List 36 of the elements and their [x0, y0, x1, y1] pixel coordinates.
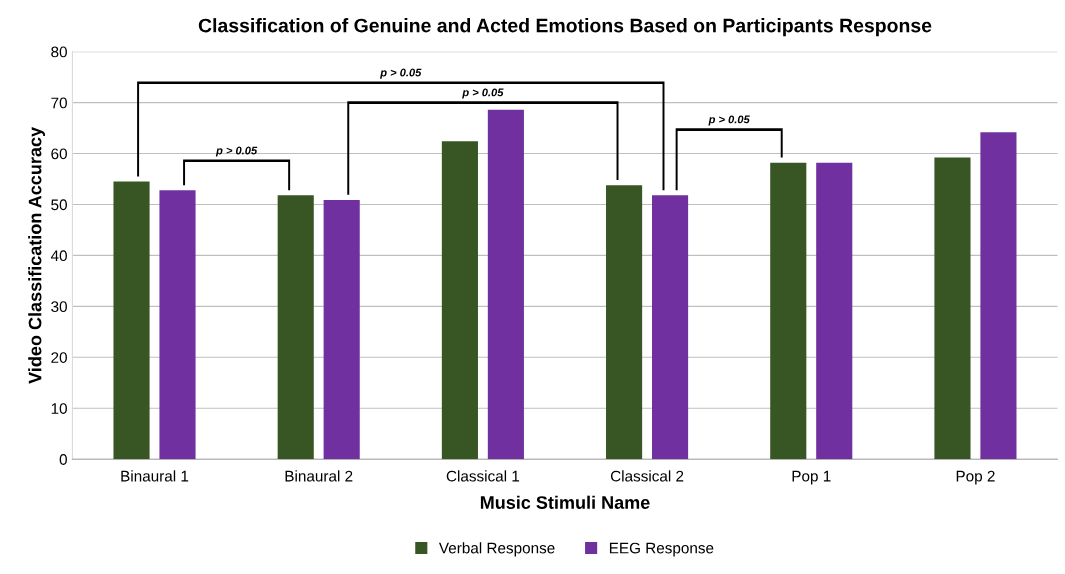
bar	[816, 162, 853, 460]
bar	[113, 181, 150, 460]
bar	[323, 199, 360, 460]
bar	[441, 141, 478, 460]
y-tick-label: 60	[51, 148, 67, 160]
legend-label: EEG Response	[609, 542, 714, 557]
y-axis-title: Video Classification Accuracy	[28, 127, 46, 384]
y-tick-label: 20	[51, 352, 67, 363]
x-tick-label: Pop 2	[956, 470, 995, 485]
y-tick-label: 40	[50, 250, 67, 262]
x-axis-title: Music Stimuli Name	[480, 495, 650, 509]
bar	[277, 195, 314, 460]
bar	[770, 162, 807, 460]
y-tick-label: 80	[51, 46, 67, 58]
y-tick-label: 10	[51, 403, 67, 414]
annotation: p > 0.05	[215, 146, 258, 157]
bar	[652, 195, 689, 460]
annotation: p > 0.05	[462, 88, 504, 99]
x-tick-label: Classical 1	[446, 470, 520, 482]
x-tick-label: Pop 1	[792, 470, 831, 485]
legend-label: Verbal Response	[438, 542, 555, 557]
annotation: p > 0.05	[380, 68, 422, 79]
bar	[159, 190, 196, 460]
bar	[980, 132, 1017, 460]
x-tick-label: Binaural 1	[121, 470, 189, 482]
bar	[487, 109, 524, 460]
annotation: p > 0.05	[708, 115, 750, 126]
bar	[934, 157, 971, 460]
y-tick-label: 50	[51, 199, 67, 211]
y-tick-label: 70	[51, 97, 67, 109]
bar	[606, 185, 643, 460]
chart-title: Classification of Genuine and Acted Emotions Based on Participants Response	[198, 18, 932, 37]
x-tick-label: Binaural 2	[285, 470, 353, 482]
x-tick-label: Classical 2	[610, 470, 684, 482]
y-tick-label: 30	[51, 301, 67, 313]
y-tick-label: 0	[59, 454, 67, 465]
